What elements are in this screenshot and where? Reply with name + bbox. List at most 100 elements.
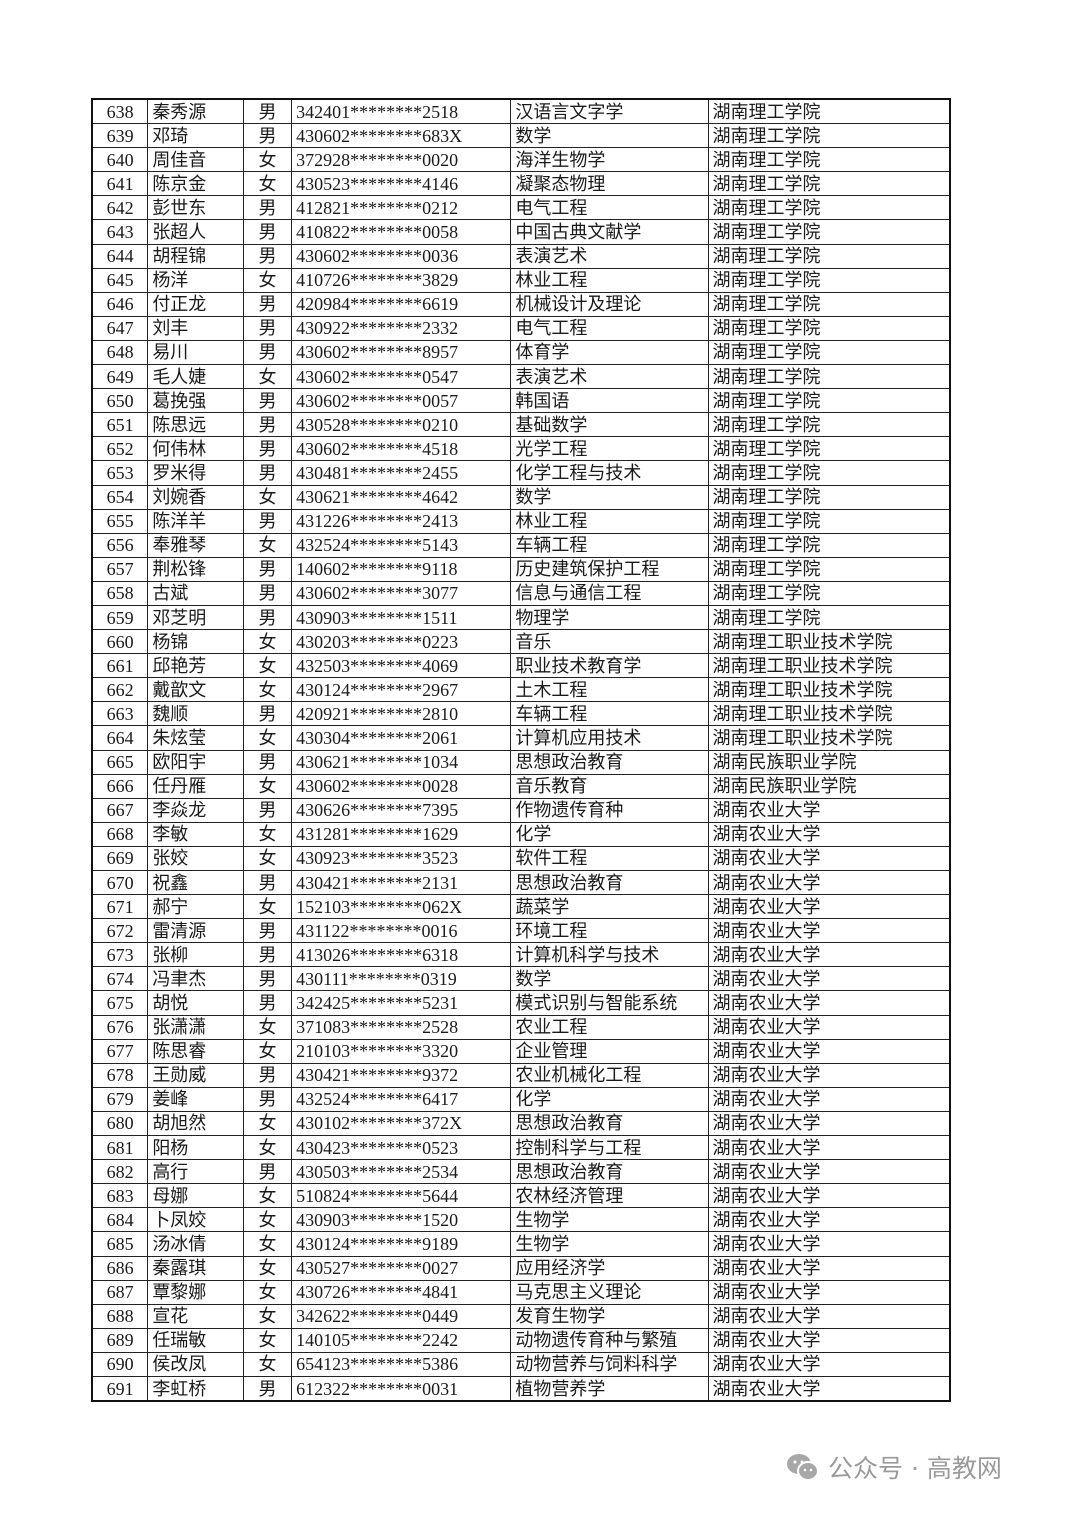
- major-cell: 林业工程: [510, 508, 709, 534]
- institution-cell: 湖南农业大学: [707, 1062, 951, 1088]
- row-number-cell: 659: [91, 604, 149, 631]
- institution-cell: 湖南理工职业技术学院: [707, 629, 951, 655]
- student-name-cell: 陈思睿: [147, 1038, 244, 1064]
- institution-cell: 湖南理工职业技术学院: [707, 701, 951, 727]
- institution-cell: 湖南农业大学: [707, 1375, 951, 1402]
- row-number-cell: 661: [91, 653, 149, 679]
- table-row: 687 覃黎娜女 430726********4841 马克思主义理论 湖南农业大学: [91, 1279, 951, 1305]
- id-number-cell: 412821********0212: [291, 195, 512, 221]
- major-cell: 车辆工程: [510, 532, 709, 558]
- gender-cell: 男: [242, 869, 293, 896]
- institution-cell: 湖南农业大学: [707, 797, 951, 823]
- gender-cell: 男: [242, 990, 293, 1016]
- major-cell: 机械设计及理论: [510, 291, 709, 317]
- institution-cell: 湖南理工学院: [707, 508, 951, 534]
- id-number-cell: 371083********2528: [291, 1014, 512, 1040]
- institution-cell: 湖南农业大学: [707, 942, 951, 968]
- major-cell: 数学: [510, 123, 709, 149]
- student-name-cell: 任丹雁: [147, 773, 244, 799]
- table-row: 674 冯聿杰男 430111********0319 数学 湖南农业大学: [91, 966, 951, 992]
- gender-cell: 女: [242, 1303, 293, 1329]
- table-row: 669 张姣女 430923********3523 软件工程 湖南农业大学: [91, 845, 951, 872]
- row-number-cell: 666: [91, 773, 149, 799]
- id-number-cell: 430602********0036: [291, 243, 512, 269]
- table-row: 654 刘婉香女 430621********4642 数学 湖南理工学院: [91, 484, 951, 510]
- gender-cell: 男: [242, 291, 293, 317]
- row-number-cell: 641: [91, 171, 149, 197]
- major-cell: 电气工程: [510, 315, 709, 341]
- institution-cell: 湖南农业大学: [707, 1279, 951, 1305]
- id-number-cell: 430523********4146: [291, 171, 512, 197]
- id-number-cell: 210103********3320: [291, 1038, 512, 1064]
- institution-cell: 湖南农业大学: [707, 1110, 951, 1137]
- major-cell: 化学: [510, 1086, 709, 1112]
- row-number-cell: 645: [91, 267, 149, 293]
- table-row: 665 欧阳宇男 430621********1034 思想政治教育 湖南民族职业学院: [91, 749, 951, 775]
- institution-cell: 湖南农业大学: [707, 821, 951, 847]
- major-cell: 历史建筑保护工程: [510, 556, 709, 582]
- major-cell: 体育学: [510, 339, 709, 366]
- gender-cell: 男: [242, 243, 293, 269]
- major-cell: 土木工程: [510, 677, 709, 703]
- student-name-cell: 任瑞敏: [147, 1327, 244, 1353]
- table-row: 658 古斌男 430602********3077 信息与通信工程 湖南理工学院: [91, 580, 951, 606]
- gender-cell: 女: [242, 1255, 293, 1281]
- institution-cell: 湖南农业大学: [707, 1159, 951, 1185]
- id-number-cell: 430602********8957: [291, 339, 512, 366]
- student-name-cell: 戴歆文: [147, 677, 244, 703]
- row-number-cell: 650: [91, 388, 149, 414]
- student-name-cell: 汤冰倩: [147, 1231, 244, 1257]
- major-cell: 思想政治教育: [510, 1110, 709, 1137]
- student-name-cell: 胡旭然: [147, 1110, 244, 1137]
- row-number-cell: 643: [91, 219, 149, 245]
- id-number-cell: 432503********4069: [291, 653, 512, 679]
- id-number-cell: 420921********2810: [291, 701, 512, 727]
- gender-cell: 女: [242, 1183, 293, 1209]
- gender-cell: 男: [242, 460, 293, 486]
- institution-cell: 湖南理工学院: [707, 195, 951, 221]
- id-number-cell: 430124********9189: [291, 1231, 512, 1257]
- student-name-cell: 朱炫莹: [147, 725, 244, 751]
- major-cell: 生物学: [510, 1231, 709, 1257]
- student-name-cell: 邓琦: [147, 123, 244, 149]
- row-number-cell: 665: [91, 749, 149, 775]
- major-cell: 物理学: [510, 604, 709, 631]
- id-number-cell: 430527********0027: [291, 1255, 512, 1281]
- gender-cell: 女: [242, 677, 293, 703]
- institution-cell: 湖南农业大学: [707, 1231, 951, 1257]
- table-row: 682 高行男 430503********2534 思想政治教育 湖南农业大学: [91, 1159, 951, 1185]
- institution-cell: 湖南农业大学: [707, 966, 951, 992]
- gender-cell: 女: [242, 1110, 293, 1137]
- institution-cell: 湖南农业大学: [707, 869, 951, 896]
- student-name-cell: 李敏: [147, 821, 244, 847]
- table-row: 646 付正龙男 420984********6619 机械设计及理论 湖南理工学院: [91, 291, 951, 317]
- row-number-cell: 639: [91, 123, 149, 149]
- row-number-cell: 671: [91, 894, 149, 920]
- student-name-cell: 王勋威: [147, 1062, 244, 1088]
- institution-cell: 湖南农业大学: [707, 918, 951, 944]
- student-name-cell: 阳杨: [147, 1135, 244, 1161]
- table-row: 679 姜峰男 432524********6417 化学 湖南农业大学: [91, 1086, 951, 1112]
- id-number-cell: 342425********5231: [291, 990, 512, 1016]
- table-row: 659 邓芝明男 430903********1511 物理学 湖南理工学院: [91, 604, 951, 631]
- student-name-cell: 葛挽强: [147, 388, 244, 414]
- institution-cell: 湖南农业大学: [707, 1135, 951, 1161]
- major-cell: 光学工程: [510, 436, 709, 462]
- student-name-cell: 秦秀源: [147, 98, 244, 125]
- institution-cell: 湖南理工学院: [707, 364, 951, 390]
- id-number-cell: 430602********683X: [291, 123, 512, 149]
- row-number-cell: 658: [91, 580, 149, 606]
- row-number-cell: 656: [91, 532, 149, 558]
- watermark: 公众号 · 高教网: [786, 1449, 1002, 1485]
- table-row: 651 陈思远男 430528********0210 基础数学 湖南理工学院: [91, 412, 951, 438]
- row-number-cell: 684: [91, 1207, 149, 1233]
- table-row: 642 彭世东男 412821********0212 电气工程 湖南理工学院: [91, 195, 951, 221]
- student-name-cell: 姜峰: [147, 1086, 244, 1112]
- major-cell: 韩国语: [510, 388, 709, 414]
- major-cell: 思想政治教育: [510, 1159, 709, 1185]
- student-name-cell: 张柳: [147, 942, 244, 968]
- row-number-cell: 651: [91, 412, 149, 438]
- major-cell: 应用经济学: [510, 1255, 709, 1281]
- major-cell: 音乐: [510, 629, 709, 655]
- gender-cell: 男: [242, 219, 293, 245]
